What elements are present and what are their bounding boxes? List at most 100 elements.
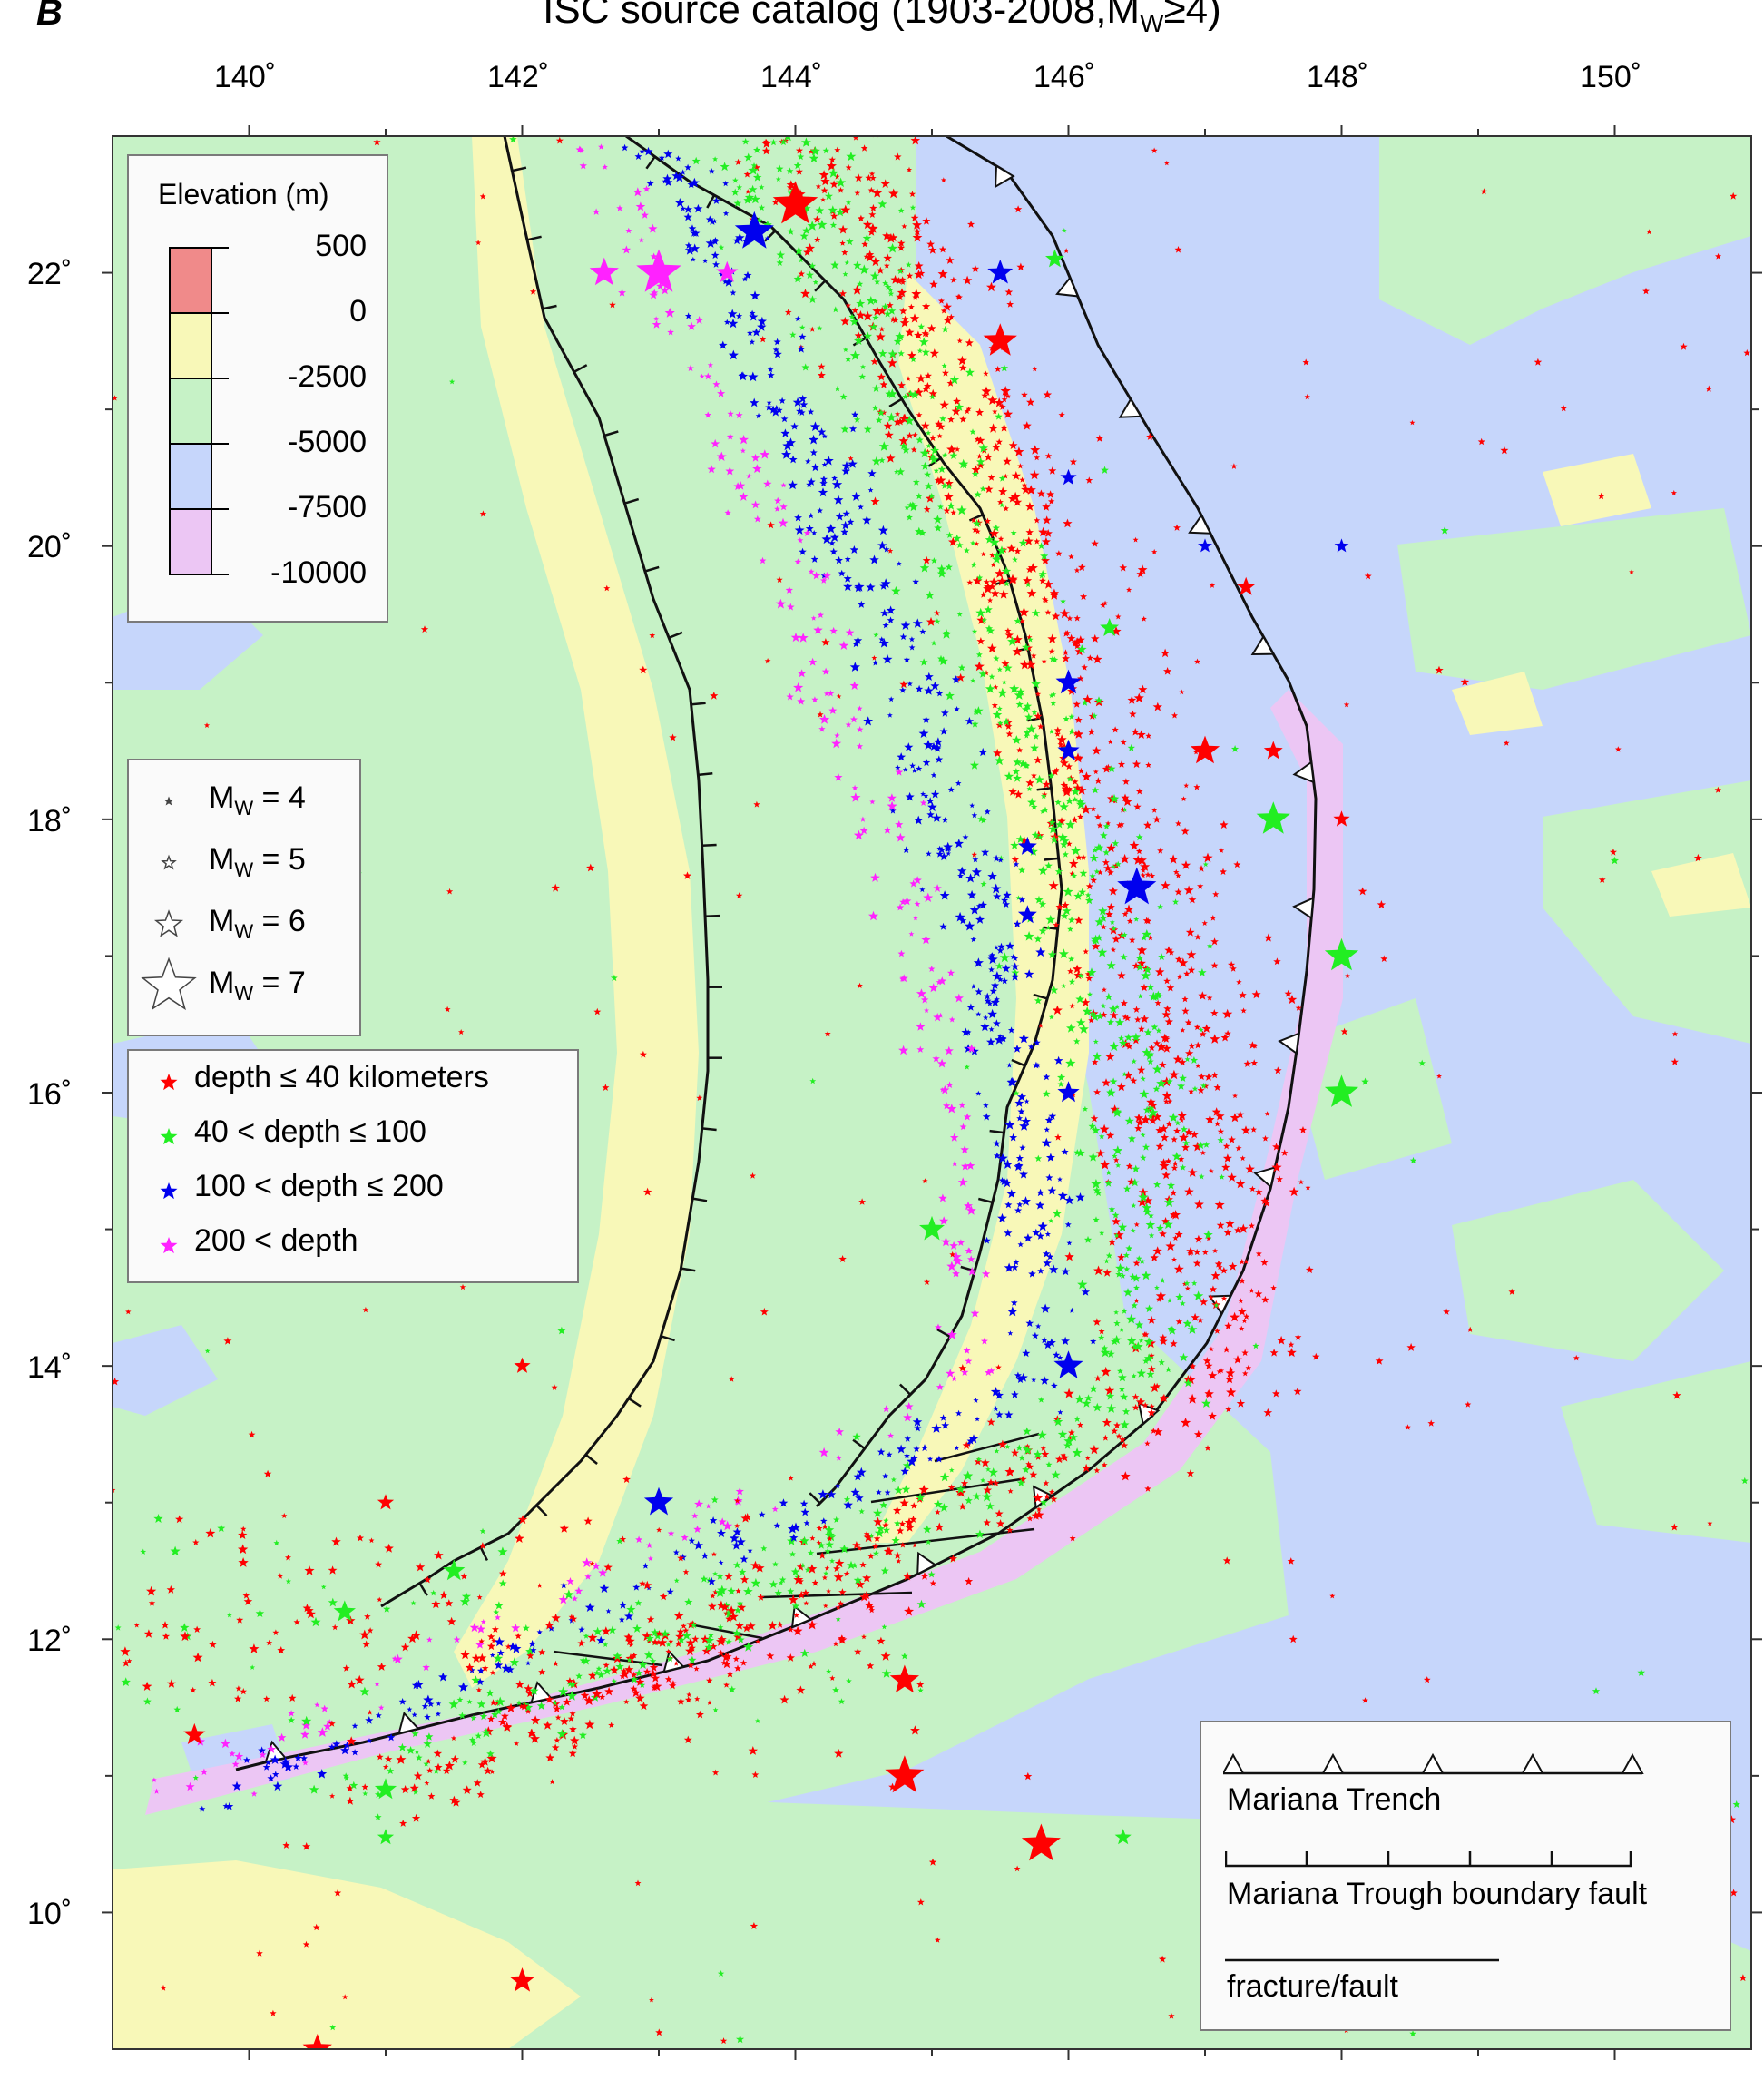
quake-intermediate-shallow xyxy=(1075,1148,1085,1157)
lon-tick-label: 144˚ xyxy=(760,60,823,94)
quake-intermediate xyxy=(663,149,673,159)
quake-intermediate xyxy=(1007,1330,1014,1336)
quake-intermediate xyxy=(886,1451,893,1457)
quake-intermediate-shallow xyxy=(593,1669,601,1676)
quake-deep xyxy=(967,1255,975,1263)
quake-shallow xyxy=(329,1792,336,1799)
quake-deep xyxy=(961,1162,970,1171)
quake-intermediate-shallow xyxy=(1040,809,1046,814)
quake-intermediate-shallow xyxy=(800,137,811,147)
quake-intermediate xyxy=(634,152,642,160)
quake-southwest xyxy=(263,1695,270,1702)
quake-southwest xyxy=(281,1513,288,1518)
quake-intermediate-shallow xyxy=(1198,1026,1204,1033)
quake-shallow xyxy=(426,1767,434,1773)
quake-intermediate xyxy=(494,1636,505,1647)
quake-southwest xyxy=(877,1636,886,1645)
quake-shallow xyxy=(1215,1111,1225,1121)
quake-deep xyxy=(953,1270,960,1277)
quake-background xyxy=(1739,1974,1748,1982)
quake-deep xyxy=(302,1760,309,1766)
quake-intermediate-shallow xyxy=(1119,1272,1126,1279)
quake-intermediate-shallow xyxy=(843,347,848,352)
quake-background xyxy=(125,1309,132,1315)
quake-intermediate xyxy=(843,574,852,583)
quake-background xyxy=(622,1475,631,1483)
quake-shallow xyxy=(1230,965,1237,972)
quake-shallow xyxy=(1233,860,1241,868)
quake-shallow xyxy=(651,1673,661,1683)
quake-intermediate-shallow xyxy=(842,271,848,277)
quake-shallow xyxy=(1010,491,1021,502)
quake-background xyxy=(962,1441,971,1449)
quake-intermediate-shallow xyxy=(1142,1202,1152,1212)
trough-fault-tick xyxy=(888,397,903,407)
quake-southwest xyxy=(153,1514,163,1523)
quake-deep xyxy=(778,517,789,528)
trench-tooth xyxy=(1292,897,1315,920)
quake-intermediate-shallow xyxy=(964,547,970,554)
quake-shallow xyxy=(1250,1126,1257,1133)
quake-intermediate-shallow xyxy=(1054,868,1063,876)
quake-intermediate xyxy=(1042,1250,1051,1258)
quake-southwest xyxy=(489,1669,496,1675)
quake-southwest xyxy=(838,1698,846,1705)
quake-intermediate-shallow xyxy=(1059,801,1069,811)
west-basin-green xyxy=(113,136,1289,1888)
quake-intermediate xyxy=(1007,1026,1015,1034)
quake-shallow xyxy=(1187,1393,1198,1404)
quake-shallow xyxy=(1142,1195,1153,1205)
quake-shallow xyxy=(1222,1143,1230,1150)
quake-intermediate-shallow xyxy=(1018,866,1026,874)
depth-legend-star xyxy=(160,1074,178,1091)
quake-intermediate xyxy=(1040,1303,1051,1313)
quake-background xyxy=(1163,160,1170,166)
quake-intermediate xyxy=(869,554,879,564)
quake-shallow xyxy=(1249,1185,1256,1192)
quake-shallow xyxy=(1173,1263,1184,1274)
quake-shallow xyxy=(1159,1061,1167,1069)
quake-intermediate xyxy=(719,340,728,349)
quake-shallow xyxy=(1038,1023,1044,1028)
quake-shallow xyxy=(712,1589,719,1594)
quake-intermediate-shallow xyxy=(971,470,979,477)
quake-intermediate-shallow xyxy=(1093,1186,1101,1194)
quake-southwest xyxy=(823,1570,829,1576)
quake-intermediate xyxy=(632,1584,641,1591)
quake-intermediate xyxy=(808,512,815,519)
quake-intermediate-shallow xyxy=(1038,900,1047,908)
quake-intermediate xyxy=(939,922,947,930)
quake-deep xyxy=(750,500,760,509)
quake-intermediate xyxy=(984,992,992,1000)
quake-intermediate xyxy=(936,845,943,851)
quake-intermediate-shallow xyxy=(949,451,958,459)
quake-southwest xyxy=(706,1677,713,1684)
quake-intermediate xyxy=(966,889,977,899)
quake-intermediate xyxy=(952,675,961,683)
quake-deep xyxy=(949,1241,958,1250)
quake-intermediate-shallow xyxy=(714,1587,726,1597)
quake-background xyxy=(1073,1149,1082,1156)
quake-deep xyxy=(558,1594,569,1604)
quake-shallow xyxy=(1287,995,1298,1005)
quake-intermediate xyxy=(508,1642,518,1651)
quake-intermediate-shallow xyxy=(985,1467,991,1472)
quake-intermediate xyxy=(351,1722,358,1729)
quake-shallow xyxy=(1034,454,1041,461)
quake-intermediate-shallow xyxy=(840,425,849,433)
quake-intermediate xyxy=(294,1754,302,1761)
quake-shallow xyxy=(514,1741,520,1746)
quake-intermediate-shallow xyxy=(1038,569,1047,578)
quake-intermediate xyxy=(740,1555,749,1563)
quake-intermediate-shallow xyxy=(1091,1125,1101,1134)
quake-intermediate xyxy=(794,525,805,535)
quake-shallow xyxy=(992,408,998,415)
quake-intermediate xyxy=(961,1027,971,1036)
quake-southwest xyxy=(826,1668,832,1674)
quake-intermediate-shallow xyxy=(1172,898,1180,905)
quake-intermediate xyxy=(1045,1153,1055,1162)
quake-intermediate-shallow xyxy=(1190,1056,1199,1064)
quake-southwest xyxy=(487,1715,495,1722)
quake-background xyxy=(1287,1557,1295,1565)
east-green-patches xyxy=(1289,136,1751,1543)
